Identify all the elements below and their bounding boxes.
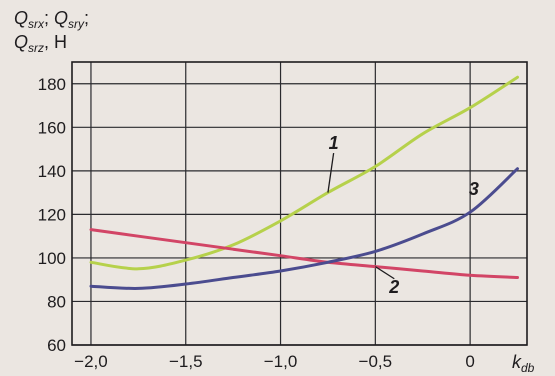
series-2-leader — [374, 266, 395, 280]
y-tick-label: 80 — [47, 292, 66, 311]
y-axis-label-line-2: Qsrz, Н — [14, 32, 67, 55]
curves — [89, 75, 519, 290]
y-tick-label: 160 — [38, 118, 66, 137]
series-2-line — [89, 228, 519, 279]
x-tick-label: −2,0 — [74, 352, 108, 371]
series-3-line — [89, 167, 519, 290]
x-axis-label: kdb — [512, 352, 535, 375]
y-tick-label: 120 — [38, 205, 66, 224]
series-2-label: 2 — [388, 277, 399, 297]
series-3-label: 3 — [469, 179, 479, 199]
x-tick-label: −1,0 — [264, 352, 298, 371]
y-tick-label: 60 — [47, 336, 66, 355]
series-labels: 1 2 3 — [327, 133, 479, 297]
plot-frame — [71, 61, 528, 346]
tick-labels: 60 80 100 120 140 160 180 −2,0 −1,5 −1,0 −0,5 0 — [38, 75, 475, 371]
x-tick-label: 0 — [465, 352, 474, 371]
series-1-line — [89, 75, 519, 271]
x-tick-label: −0,5 — [359, 352, 393, 371]
y-tick-label: 100 — [38, 249, 66, 268]
x-tick-label: −1,5 — [169, 352, 203, 371]
series-1-leader — [327, 152, 335, 193]
y-axis-label-line-1: Qsrx; Qsry; — [14, 8, 89, 31]
y-tick-label: 140 — [38, 162, 66, 181]
y-tick-label: 180 — [38, 75, 66, 94]
grid — [71, 61, 528, 346]
series-1-label: 1 — [329, 133, 339, 153]
